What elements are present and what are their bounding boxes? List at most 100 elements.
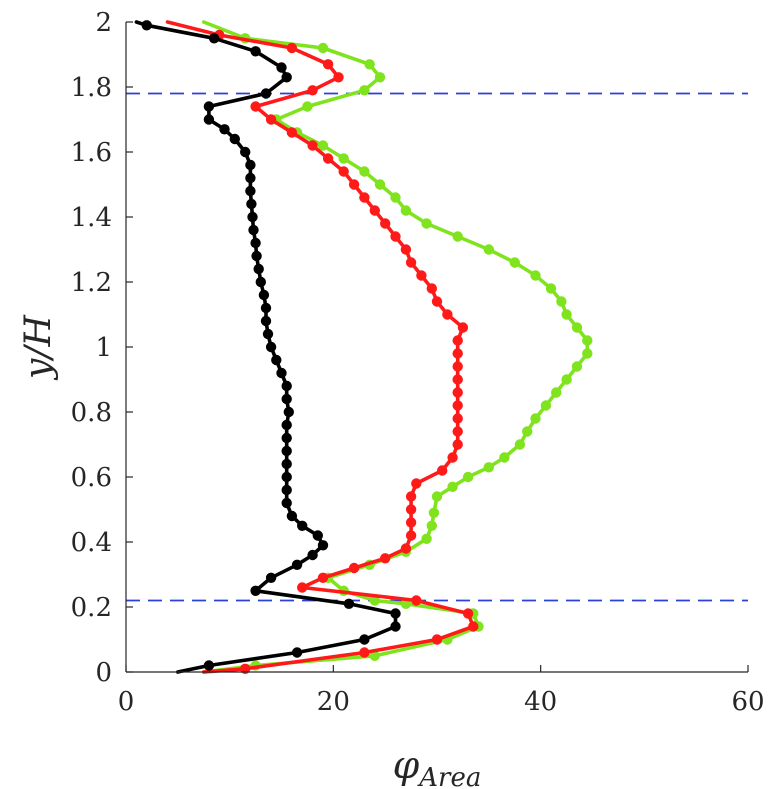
series-2-point xyxy=(359,647,370,658)
series-2-point xyxy=(286,42,298,54)
labels-layer: y/H φArea xyxy=(18,314,481,789)
series-2-point xyxy=(390,231,401,242)
series-3-point xyxy=(240,146,251,158)
series-3-point xyxy=(291,559,303,570)
series-3-point xyxy=(258,289,270,301)
series-3-point xyxy=(307,549,318,561)
series-2-point xyxy=(442,309,453,320)
series-1-point xyxy=(426,520,437,531)
series-1-point xyxy=(400,205,412,216)
series-1-point xyxy=(582,348,593,359)
series-1-point xyxy=(499,452,510,463)
series-2-point xyxy=(359,192,370,203)
series-1-point xyxy=(390,192,401,203)
series-2-point xyxy=(452,400,463,411)
series-2-point xyxy=(333,72,344,83)
series-2-point xyxy=(411,595,422,606)
series-2-point xyxy=(307,85,318,96)
x-tick-label: 60 xyxy=(731,687,764,717)
series-3-point xyxy=(276,367,287,379)
series-2-point xyxy=(437,465,448,476)
series-1-line xyxy=(202,20,590,674)
ticks-layer: 0 20 40 60 0 0.2 0.4 0.6 0.8 1 1.2 1.4 1.6 1.8 2 xyxy=(71,8,765,717)
y-tick-label: 0.4 xyxy=(71,528,112,558)
series-1-point xyxy=(571,322,583,333)
y-tick-label: 0.6 xyxy=(71,463,112,493)
series-2-point xyxy=(447,452,458,463)
series-2-point xyxy=(452,413,463,424)
series-1-point xyxy=(522,426,533,437)
series-3-point xyxy=(286,510,298,522)
series-2-point xyxy=(405,257,417,268)
x-axis-label-subscript: Area xyxy=(417,763,481,789)
series-1-point xyxy=(551,387,562,398)
series-1-point xyxy=(571,361,583,372)
series-2-point xyxy=(317,572,329,583)
x-tick-label: 40 xyxy=(524,687,557,717)
series-3-point xyxy=(281,393,292,405)
series-1-point xyxy=(462,471,474,483)
series-1-point xyxy=(369,650,380,661)
y-tick-label: 1.2 xyxy=(71,268,112,298)
series-1-point xyxy=(421,533,432,544)
series-2-point xyxy=(452,335,463,346)
series-1-point xyxy=(317,42,329,54)
series-1-point xyxy=(421,218,432,229)
series-1-point xyxy=(556,296,567,307)
series-2-point xyxy=(452,374,463,385)
series-2-point xyxy=(369,205,380,216)
series-2-point xyxy=(452,348,463,359)
series-2-point xyxy=(452,426,463,437)
series-3-point xyxy=(247,211,258,223)
series-2-point xyxy=(265,114,277,125)
series-3-point xyxy=(248,224,259,236)
series-2-point xyxy=(405,530,417,541)
series-3-point xyxy=(359,634,370,645)
series-3-point xyxy=(141,20,152,31)
series-1-point xyxy=(359,166,370,177)
series-3-point xyxy=(262,328,274,340)
y-tick-label: 0.8 xyxy=(71,398,112,428)
series-3-point xyxy=(281,419,292,431)
series-2-point xyxy=(452,361,463,372)
series-3-point xyxy=(390,621,401,632)
series-3-point xyxy=(281,458,292,470)
series-3-point xyxy=(250,585,261,596)
series-3-point xyxy=(276,62,287,73)
series-2-point xyxy=(322,153,334,164)
series-2-point xyxy=(400,244,412,255)
series-3-point xyxy=(281,484,292,496)
series-3-point xyxy=(255,276,266,288)
y-tick-label: 1.4 xyxy=(71,203,112,233)
series-1-point xyxy=(582,335,593,346)
series-3-point xyxy=(246,198,257,210)
series-2-point xyxy=(431,296,443,307)
series-3-point xyxy=(219,124,230,135)
series-3-point xyxy=(203,101,215,112)
series-2-point xyxy=(416,270,427,281)
ref-lines-layer xyxy=(126,92,748,602)
series-2-point xyxy=(405,504,417,515)
series-3-point xyxy=(260,88,272,99)
y-tick-label: 1 xyxy=(95,333,112,363)
series-2-point xyxy=(380,553,391,564)
y-tick-label: 0.2 xyxy=(71,593,112,623)
y-tick-label: 0 xyxy=(95,658,112,688)
x-axis-label-symbol: φ xyxy=(393,743,420,787)
series-2-point xyxy=(426,283,437,294)
series-3-point xyxy=(283,406,294,418)
series-2-point xyxy=(380,218,391,229)
series-1-point xyxy=(561,374,572,385)
series-3-point xyxy=(281,445,292,457)
series-1-point xyxy=(359,85,370,96)
y-tick-label: 1.8 xyxy=(71,73,112,103)
series-2-point xyxy=(405,491,417,502)
series-2-point xyxy=(405,517,417,528)
series-1-point xyxy=(338,153,349,164)
series-1-point xyxy=(374,72,386,83)
series-2-point xyxy=(411,478,422,489)
series-1-point xyxy=(545,283,557,294)
series-layer xyxy=(134,20,593,674)
series-2-point xyxy=(452,439,463,450)
